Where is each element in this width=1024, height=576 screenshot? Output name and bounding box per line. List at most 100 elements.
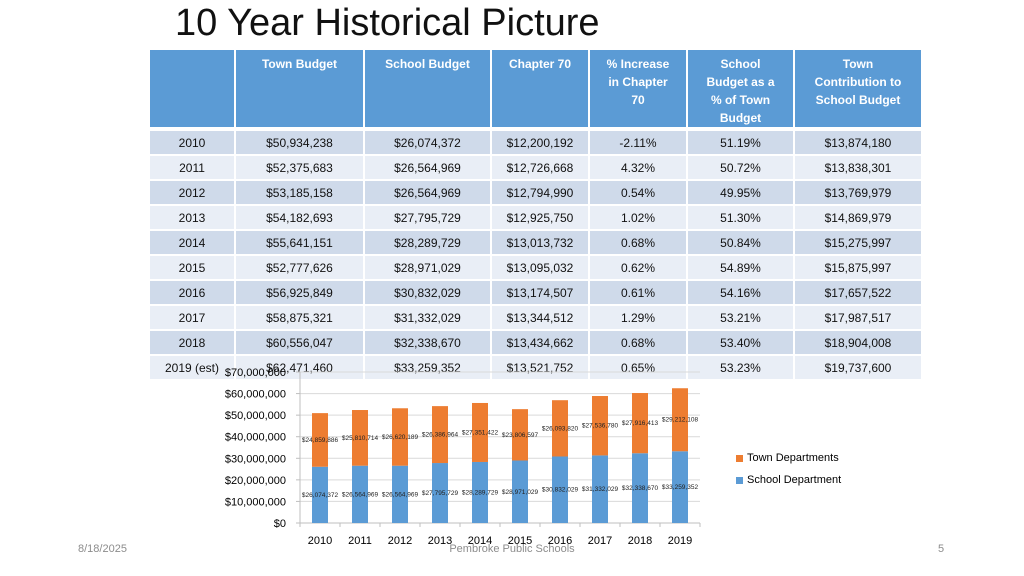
table-cell: $50,934,238 [236,131,365,156]
chart-legend: Town Departments School Department [736,447,841,491]
x-tick-label: 2016 [548,535,572,547]
column-header-6: Town Contribution to School Budget [795,50,921,131]
data-label: $29,212,108 [662,417,699,424]
table-cell: 50.84% [688,231,795,256]
table-cell: 1.29% [590,306,688,331]
table-cell: 0.54% [590,181,688,206]
table-cell: 0.68% [590,231,688,256]
table-row: 2015 $52,777,626 $28,971,029 $13,095,032 0.6… [150,256,921,281]
bar-town-departments-2012 [392,408,408,466]
table-cell: 50.72% [688,156,795,181]
bar-school-department-2012 [392,465,408,523]
bar-school-department-2013 [432,463,448,523]
bar-town-departments-2011 [352,410,368,466]
x-tick-label: 2018 [628,535,652,547]
y-axis: $0 $10,000,000 $20,000,000 $30,000,000 $40,0… [225,367,301,530]
column-header-line: Budget as a [706,75,775,89]
y-tick-label: $30,000,000 [225,453,286,465]
table-cell: 51.19% [688,131,795,156]
table-cell: $15,875,997 [795,256,921,281]
table-cell: $32,338,670 [365,331,492,356]
data-label: $33,259,352 [662,484,699,491]
table-cell: $13,344,512 [492,306,590,331]
page-number: 5 [938,543,945,555]
x-tick-label: 2015 [508,535,532,547]
table-cell: $15,275,997 [795,231,921,256]
table-cell: $26,074,372 [365,131,492,156]
x-axis: 2010 2011 2012 2013 2014 2015 2016 2017 2018 2019 [299,523,701,547]
column-header-line: % of Town [710,93,771,107]
table-cell: $33,259,352 [365,356,492,381]
row-year: 2018 [150,331,236,356]
table-header-row: Town Budget School Budget Chapter 70 % Incr… [150,50,921,131]
column-header-3: Chapter 70 [492,50,590,131]
table-cell: $12,726,668 [492,156,590,181]
table-cell: 53.21% [688,306,795,331]
x-tick-label: 2019 [668,535,692,547]
column-header-1: Town Budget [236,50,365,131]
y-tick-label: $0 [274,518,286,530]
row-year: 2019 (est) [150,356,236,381]
table-row: 2010 $50,934,238 $26,074,372 $12,200,192 -2.… [150,131,921,156]
column-header-line: School Budget [815,93,901,107]
column-header-line: School Budget [385,57,470,71]
data-label: $26,386,964 [422,432,459,439]
row-year: 2010 [150,131,236,156]
data-label: $27,795,729 [422,490,459,497]
y-tick-label: $70,000,000 [225,367,286,379]
legend-item-school-department: School Department [736,469,841,491]
bar-town-departments-2010 [312,413,328,467]
table-cell: $19,737,600 [795,356,921,381]
column-header-line: School [720,57,761,71]
row-year: 2013 [150,206,236,231]
x-tick-label: 2012 [388,535,412,547]
column-header-line: Budget [719,111,762,125]
column-header-0 [150,50,236,131]
y-tick-label: $60,000,000 [225,389,286,401]
data-label: $32,338,670 [622,485,659,492]
bar-school-department-2018 [632,453,648,523]
bar-school-department-2016 [552,456,568,523]
table-cell: $28,289,729 [365,231,492,256]
table-cell: 53.23% [688,356,795,381]
column-header-line: 70 [631,93,645,107]
table-cell: $60,556,047 [236,331,365,356]
y-tick-label: $10,000,000 [225,496,286,508]
table-cell: 54.16% [688,281,795,306]
legend-swatch-town [736,454,743,462]
bar-town-departments-2015 [512,409,528,461]
table-cell: $13,434,662 [492,331,590,356]
column-header-4: % Increase in Chapter 70 [590,50,688,131]
data-label: $23,806,597 [502,432,539,439]
table-cell: 4.32% [590,156,688,181]
data-label: $26,074,372 [302,492,339,499]
legend-item-town-departments: Town Departments [736,447,841,469]
table-cell: $52,375,683 [236,156,365,181]
table-cell: -2.11% [590,131,688,156]
table-cell: 0.68% [590,331,688,356]
table-cell: 0.61% [590,281,688,306]
table-cell: $28,971,029 [365,256,492,281]
table-row: 2012 $53,185,158 $26,564,969 $12,794,990 0.5… [150,181,921,206]
data-label: $28,289,729 [462,489,499,496]
data-label: $26,093,820 [542,425,579,432]
row-year: 2012 [150,181,236,206]
column-header-line: Contribution to [814,75,902,89]
table-cell: $13,521,752 [492,356,590,381]
table-cell: 49.95% [688,181,795,206]
table-cell: $17,657,522 [795,281,921,306]
bar-school-department-2015 [512,460,528,523]
table-cell: $53,185,158 [236,181,365,206]
data-label: $30,832,029 [542,487,579,494]
x-tick-label: 2010 [308,535,332,547]
table-cell: $54,182,693 [236,206,365,231]
x-tick-label: 2017 [588,535,612,547]
table-cell: $30,832,029 [365,281,492,306]
data-label: $24,859,886 [302,437,339,444]
bar-town-departments-2013 [432,406,448,464]
data-label: $26,564,969 [342,491,379,498]
table-row: 2013 $54,182,693 $27,795,729 $12,925,750 1.0… [150,206,921,231]
table-body: 2010 $50,934,238 $26,074,372 $12,200,192 -2.… [150,131,921,381]
table-cell: $12,794,990 [492,181,590,206]
